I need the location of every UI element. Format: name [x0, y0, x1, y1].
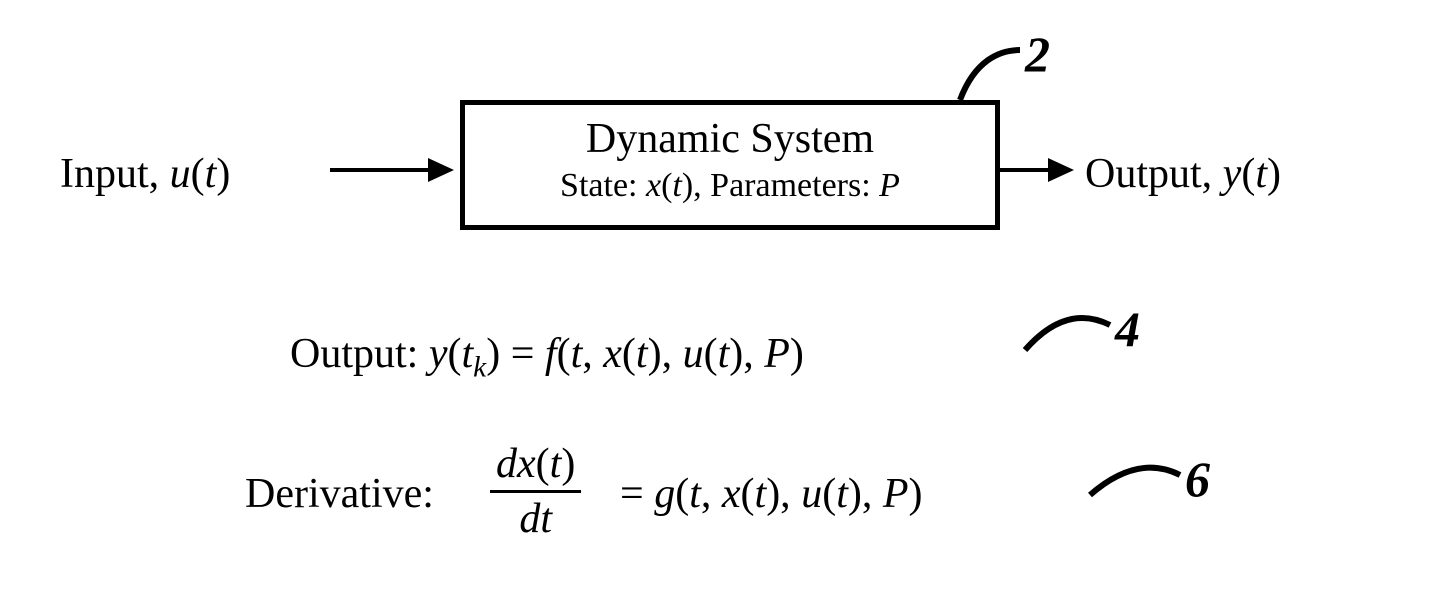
system-box: Dynamic System State: x(t), Parameters: …	[460, 100, 1000, 230]
arrow-output-head	[1048, 158, 1074, 182]
input-label: Input, u(t)	[60, 150, 230, 198]
arrow-input-head	[428, 158, 454, 182]
equation-derivative-fraction: dx(t) dt	[490, 440, 581, 543]
fraction-denominator: dt	[490, 495, 581, 543]
system-box-subtitle: State: x(t), Parameters: P	[465, 167, 995, 205]
diagram-canvas: Input, u(t) Dynamic System State: x(t), …	[0, 0, 1450, 594]
output-label: Output, y(t)	[1085, 150, 1281, 198]
system-box-title: Dynamic System	[465, 115, 995, 163]
equation-derivative-rhs: = g(t, x(t), u(t), P)	[620, 470, 923, 518]
fraction-numerator: dx(t)	[490, 440, 581, 488]
leader-to-4	[1025, 318, 1110, 350]
fraction-bar	[490, 490, 581, 493]
leader-to-2	[960, 50, 1020, 100]
leader-to-6	[1090, 468, 1180, 495]
ref-number-2: 2	[1025, 25, 1050, 83]
ref-number-4: 4	[1115, 300, 1140, 358]
arrow-input-line	[330, 168, 430, 172]
equation-derivative-label: Derivative:	[245, 470, 434, 518]
equation-output: Output: y(tk) = f(t, x(t), u(t), P)	[290, 330, 804, 384]
ref-number-6: 6	[1185, 450, 1210, 508]
arrow-output-line	[1000, 168, 1050, 172]
